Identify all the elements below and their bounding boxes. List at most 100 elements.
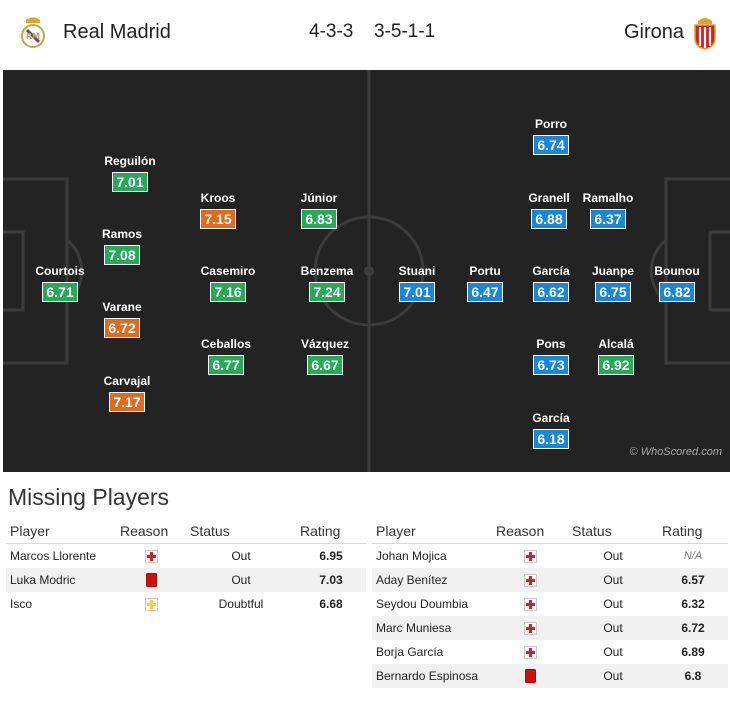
- player-porro[interactable]: Porro 6.74: [506, 117, 596, 155]
- missing-player-name[interactable]: Bernardo Espinosa: [372, 664, 492, 688]
- real-madrid-crest-icon: RM: [21, 17, 45, 48]
- player-name: Júnior: [300, 191, 338, 205]
- column-header-player[interactable]: Player: [6, 519, 116, 544]
- player-name: Ramalho: [582, 191, 634, 205]
- away-missing-table: Player Reason Status Rating Johan Mojica…: [372, 519, 728, 688]
- player-name: Casemiro: [200, 264, 256, 278]
- player-courtois[interactable]: Courtois 6.71: [15, 264, 105, 302]
- player-rating: 6.75: [595, 282, 631, 302]
- player-varane[interactable]: Varane 6.72: [77, 300, 167, 338]
- injury-icon: [523, 550, 537, 564]
- player-ramos[interactable]: Ramos 7.08: [77, 227, 167, 265]
- player-granell[interactable]: Granell 6.88: [504, 191, 594, 229]
- girona-crest-icon: [694, 18, 716, 50]
- player-rating: 6.18: [533, 429, 569, 449]
- pitch: Courtois 6.71 Reguilón 7.01 Ramos 7.08 V…: [3, 70, 730, 472]
- missing-player-name[interactable]: Aday Benítez: [372, 568, 492, 592]
- missing-status: Out: [603, 549, 623, 563]
- player-junior[interactable]: Júnior 6.83: [274, 191, 364, 229]
- missing-player-name[interactable]: Seydou Doumbia: [376, 597, 469, 611]
- missing-rating: 6.68: [319, 597, 343, 611]
- player-garcia-mid[interactable]: García 6.62: [506, 264, 596, 302]
- table-row: Seydou Doumbia Out 6.32: [372, 592, 728, 616]
- injury-icon: [144, 550, 158, 564]
- player-name: Granell: [528, 191, 570, 205]
- player-rating: 7.08: [104, 245, 140, 265]
- player-rating: 6.62: [533, 282, 569, 302]
- player-reguilon[interactable]: Reguilón 7.01: [85, 154, 175, 192]
- player-vazquez[interactable]: Vázquez 6.67: [280, 337, 370, 375]
- missing-status: Out: [568, 568, 658, 592]
- column-header-player[interactable]: Player: [372, 519, 492, 544]
- player-ceballos[interactable]: Ceballos 6.77: [181, 337, 271, 375]
- column-header-rating[interactable]: Rating: [296, 519, 366, 544]
- missing-status: Out: [568, 616, 658, 640]
- player-rating: 7.17: [109, 392, 145, 412]
- player-name: Benzema: [300, 264, 354, 278]
- player-rating: 6.92: [598, 355, 634, 375]
- injury-icon: [523, 646, 537, 660]
- player-name: Courtois: [35, 264, 85, 278]
- table-row: Marc Muniesa Out 6.72: [372, 616, 728, 640]
- missing-player-name[interactable]: Isco: [10, 597, 33, 611]
- away-formation: 3-5-1-1: [374, 21, 436, 42]
- away-team-name[interactable]: Girona: [624, 21, 685, 43]
- player-kroos[interactable]: Kroos 7.15: [173, 191, 263, 229]
- missing-rating: 6.8: [658, 664, 728, 688]
- player-name: Porro: [534, 117, 567, 131]
- missing-status: Out: [603, 597, 623, 611]
- player-name: Alcalá: [598, 337, 634, 351]
- missing-player-name[interactable]: Luka Modric: [6, 568, 116, 592]
- player-portu[interactable]: Portu 6.47: [440, 264, 530, 302]
- player-ramalho[interactable]: Ramalho 6.37: [563, 191, 653, 229]
- missing-status: Out: [568, 664, 658, 688]
- player-rating: 6.88: [531, 209, 567, 229]
- missing-rating: 6.72: [658, 616, 728, 640]
- table-row: Luka Modric Out 7.03: [6, 568, 366, 592]
- table-row: Isco Doubtful 6.68: [6, 592, 366, 616]
- player-juanpe[interactable]: Juanpe 6.75: [568, 264, 658, 302]
- player-rating: 6.83: [301, 209, 337, 229]
- player-stuani[interactable]: Stuani 7.01: [372, 264, 462, 302]
- player-rating: 6.82: [659, 282, 695, 302]
- player-alcala[interactable]: Alcalá 6.92: [571, 337, 661, 375]
- match-header: RM Real Madrid 4-3-3 3-5-1-1 Girona: [0, 0, 730, 68]
- column-header-reason[interactable]: Reason: [116, 519, 186, 544]
- player-rating: 7.24: [309, 282, 345, 302]
- player-rating: 6.71: [42, 282, 78, 302]
- missing-players-title: Missing Players: [8, 484, 170, 510]
- player-name: Reguilón: [104, 154, 156, 168]
- missing-player-name[interactable]: Marc Muniesa: [372, 616, 492, 640]
- missing-rating: 7.03: [296, 568, 366, 592]
- player-rating: 7.01: [112, 172, 148, 192]
- missing-player-name[interactable]: Johan Mojica: [376, 549, 447, 563]
- column-header-status[interactable]: Status: [186, 519, 296, 544]
- red-card-icon: [145, 573, 157, 588]
- player-rating: 6.73: [533, 355, 569, 375]
- player-rating: 6.72: [104, 318, 140, 338]
- injury-icon: [523, 598, 537, 612]
- player-garcia-bottom[interactable]: García 6.18: [506, 411, 596, 449]
- player-carvajal[interactable]: Carvajal 7.17: [82, 374, 172, 412]
- player-pons[interactable]: Pons 6.73: [506, 337, 596, 375]
- column-header-rating[interactable]: Rating: [658, 519, 728, 544]
- player-bounou[interactable]: Bounou 6.82: [632, 264, 722, 302]
- column-header-status[interactable]: Status: [568, 519, 658, 544]
- player-benzema[interactable]: Benzema 7.24: [282, 264, 372, 302]
- missing-status: Out: [186, 568, 296, 592]
- home-team-name[interactable]: Real Madrid: [63, 21, 171, 43]
- player-name: García: [532, 411, 570, 425]
- player-name: Portu: [469, 264, 501, 278]
- player-rating: 7.15: [200, 209, 236, 229]
- column-header-reason[interactable]: Reason: [492, 519, 568, 544]
- player-name: Ceballos: [200, 337, 251, 351]
- player-rating: 6.37: [590, 209, 626, 229]
- missing-rating: N/A: [683, 550, 703, 562]
- missing-player-name[interactable]: Marcos Llorente: [10, 549, 97, 563]
- missing-status: Doubtful: [218, 597, 264, 611]
- home-formation: 4-3-3: [309, 21, 354, 42]
- player-name: García: [532, 264, 570, 278]
- missing-player-name[interactable]: Borja García: [376, 645, 444, 659]
- player-casemiro[interactable]: Casemiro 7.16: [183, 264, 273, 302]
- table-row: Borja García Out 6.89: [372, 640, 728, 664]
